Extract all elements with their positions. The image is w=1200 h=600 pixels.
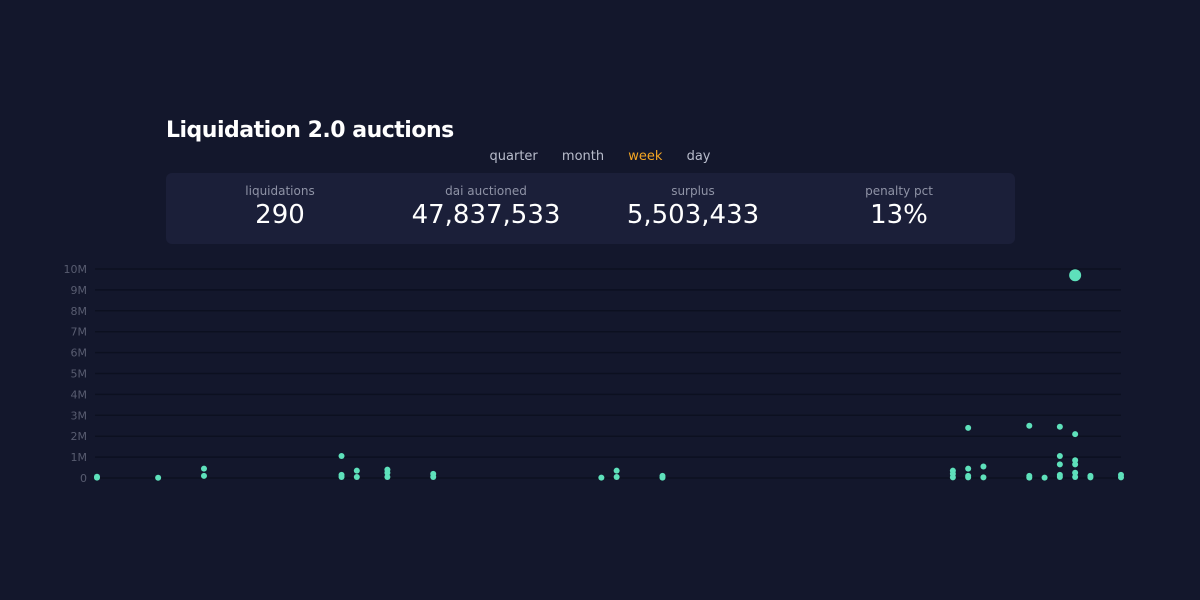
data-point[interactable] xyxy=(1072,473,1079,480)
data-point[interactable] xyxy=(94,473,100,480)
y-tick-label: 3M xyxy=(71,409,88,422)
data-point[interactable] xyxy=(1072,457,1079,464)
y-tick-label: 2M xyxy=(71,430,88,443)
data-point[interactable] xyxy=(980,463,987,470)
data-point[interactable] xyxy=(613,473,620,480)
stat-surplus: surplus 5,503,433 xyxy=(593,173,793,230)
y-tick-label: 9M xyxy=(71,284,88,297)
data-point[interactable] xyxy=(1056,423,1063,430)
data-point[interactable] xyxy=(965,474,972,481)
data-point[interactable] xyxy=(384,473,391,480)
page-title: Liquidation 2.0 auctions xyxy=(166,118,454,143)
stats-panel: liquidations 290 dai auctioned 47,837,53… xyxy=(166,173,1015,244)
data-point[interactable] xyxy=(200,465,207,472)
tab-day[interactable]: day xyxy=(686,149,711,164)
data-point[interactable] xyxy=(200,472,207,479)
y-tick-label: 7M xyxy=(71,326,88,339)
data-point[interactable] xyxy=(1118,474,1124,481)
y-axis-ticks: 0 1M 2M 3M 4M 5M 6M 7M 8M 9M 10M xyxy=(64,263,88,485)
gridlines xyxy=(95,268,1121,479)
data-point[interactable] xyxy=(384,469,391,476)
y-tick-label: 6M xyxy=(71,347,88,360)
tab-month[interactable]: month xyxy=(561,149,605,164)
data-point[interactable] xyxy=(949,474,956,481)
stat-value: 290 xyxy=(255,200,305,230)
stat-dai-auctioned: dai auctioned 47,837,533 xyxy=(386,173,586,230)
stat-label: penalty pct xyxy=(865,184,933,198)
data-point[interactable] xyxy=(965,424,972,431)
y-tick-label: 10M xyxy=(64,263,88,276)
data-point[interactable] xyxy=(965,465,972,472)
data-point[interactable] xyxy=(1041,474,1048,481)
stat-penalty-pct: penalty pct 13% xyxy=(799,173,999,230)
data-point[interactable] xyxy=(613,467,620,474)
stat-value: 5,503,433 xyxy=(626,200,760,230)
stat-label: surplus xyxy=(671,184,715,198)
data-point[interactable] xyxy=(980,474,987,481)
timeframe-tabs: quarter month week day xyxy=(0,149,1200,164)
y-tick-label: 8M xyxy=(71,305,88,318)
data-point[interactable] xyxy=(353,473,360,480)
data-point[interactable] xyxy=(1072,469,1079,476)
stat-label: liquidations xyxy=(245,184,315,198)
stat-label: dai auctioned xyxy=(445,184,527,198)
tab-week[interactable]: week xyxy=(628,149,663,164)
y-tick-label: 4M xyxy=(71,388,88,401)
data-point[interactable] xyxy=(1026,422,1033,429)
stat-liquidations: liquidations 290 xyxy=(180,173,380,230)
tab-quarter[interactable]: quarter xyxy=(489,149,538,164)
data-point[interactable] xyxy=(1087,474,1094,481)
data-point[interactable] xyxy=(1072,431,1079,438)
stat-value: 13% xyxy=(870,200,928,230)
stat-value: 47,837,533 xyxy=(411,200,561,230)
data-point[interactable] xyxy=(1056,473,1063,480)
data-points xyxy=(94,269,1124,481)
data-point[interactable] xyxy=(659,474,666,481)
data-point[interactable] xyxy=(1026,474,1033,481)
data-point[interactable] xyxy=(1072,461,1079,468)
data-point[interactable] xyxy=(155,474,162,481)
data-point[interactable] xyxy=(598,474,605,481)
data-point[interactable] xyxy=(338,473,345,480)
data-point[interactable] xyxy=(338,453,345,460)
y-tick-label: 5M xyxy=(71,368,88,381)
data-point[interactable] xyxy=(1056,461,1063,468)
data-point[interactable] xyxy=(1069,269,1082,282)
y-tick-label: 1M xyxy=(71,451,88,464)
data-point[interactable] xyxy=(430,473,437,480)
data-point[interactable] xyxy=(353,467,360,474)
y-tick-label: 0 xyxy=(80,472,87,485)
data-point[interactable] xyxy=(1056,453,1063,460)
